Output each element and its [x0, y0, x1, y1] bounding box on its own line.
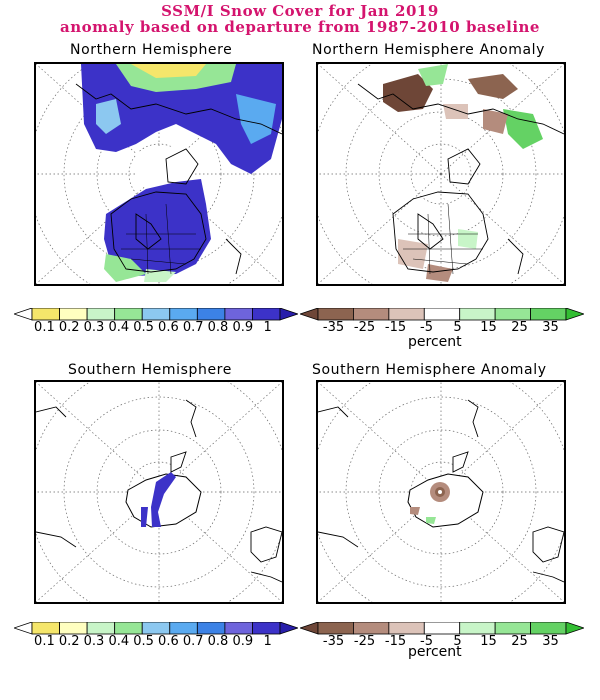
fraction-south-tick-label: 0.2	[58, 634, 80, 649]
sh-snow-map	[34, 380, 284, 604]
fraction-swatch	[59, 308, 88, 321]
anomaly-swatch	[530, 308, 567, 321]
anomaly-tick-label: -15	[384, 320, 407, 335]
anomaly-unit-label: percent	[408, 334, 462, 350]
nh-anomaly-panel-title: Northern Hemisphere Anomaly	[312, 42, 546, 58]
anomaly-south-end-high	[565, 622, 584, 635]
fraction-south-tick-label: 0.6	[158, 634, 179, 649]
sh-panel-title: Southern Hemisphere	[68, 362, 232, 378]
snow-fraction-colorbar	[14, 308, 298, 321]
fraction-south-tick-label: 0.3	[83, 634, 105, 649]
anomaly-tick-label: -5	[420, 320, 433, 335]
nh-panel-title: Northern Hemisphere	[70, 42, 233, 58]
fraction-south-swatch	[86, 622, 116, 635]
anomaly-south-tick-label: -5	[420, 634, 433, 649]
fraction-south-swatch	[224, 622, 253, 635]
anomaly-south-tick-label: 5	[453, 634, 462, 649]
fraction-south-tick-label: 0.4	[108, 634, 130, 649]
fraction-end-low	[14, 308, 33, 321]
fraction-swatch	[114, 308, 143, 321]
nh-snow-map	[34, 62, 284, 286]
fraction-south-end-high	[279, 622, 298, 635]
anomaly-tick-label: 15	[480, 320, 497, 335]
anomaly-colorbar-south	[300, 622, 584, 635]
fraction-swatch	[252, 308, 281, 321]
fraction-swatch	[196, 308, 226, 321]
fraction-swatch	[31, 308, 60, 321]
anomaly-south-tick-label: 25	[511, 634, 528, 649]
anomaly-south-swatch	[388, 622, 425, 635]
fraction-south-swatch	[169, 622, 198, 635]
fraction-south-swatch	[196, 622, 226, 635]
anomaly-south-tick-label: -35	[322, 634, 345, 649]
anomaly-tick-label: 5	[453, 320, 462, 335]
fraction-tick-label: 0.6	[158, 320, 179, 335]
snow-fraction-colorbar-south-labels: 0.1 0.2 0.3 0.4 0.5 0.6 0.7 0.8 0.9 1	[14, 634, 298, 650]
anomaly-swatch	[317, 308, 354, 321]
snow-fraction-colorbar-south	[14, 622, 298, 635]
anomaly-south-swatch	[353, 622, 390, 635]
fraction-south-tick-label: 0.7	[182, 634, 204, 649]
anomaly-south-tick-label: -15	[384, 634, 407, 649]
fraction-south-end-low	[14, 622, 33, 635]
title-line-1: SSM/I Snow Cover for Jan 2019	[161, 2, 439, 20]
title-line-2: anomaly based on departure from 1987-201…	[60, 18, 540, 36]
fraction-tick-label: 0.2	[58, 320, 80, 335]
anomaly-south-swatch	[423, 622, 461, 635]
fraction-south-swatch	[252, 622, 281, 635]
anomaly-swatch	[423, 308, 461, 321]
fraction-south-swatch	[114, 622, 143, 635]
anomaly-south-swatch	[459, 622, 496, 635]
anomaly-colorbar	[300, 308, 584, 321]
anomaly-tick-label: 25	[511, 320, 528, 335]
fraction-tick-label: 0.7	[182, 320, 204, 335]
fraction-swatch	[224, 308, 253, 321]
anomaly-south-tick-label: 15	[480, 634, 497, 649]
fraction-south-tick-label: 0.8	[207, 634, 229, 649]
anomaly-tick-label: 35	[542, 320, 559, 335]
fraction-south-tick-label: 0.1	[34, 634, 55, 649]
anomaly-colorbar-labels: -35 -25 -15 -5 5 15 25 35	[300, 320, 584, 336]
anomaly-swatch	[494, 308, 531, 321]
snow-fraction-colorbar-labels: 0.1 0.2 0.3 0.4 0.5 0.6 0.7 0.8 0.9 1	[14, 320, 298, 336]
anomaly-swatch	[388, 308, 425, 321]
anomaly-south-end-low	[300, 622, 319, 635]
nh-anomaly-map	[316, 62, 566, 286]
anomaly-south-swatch	[317, 622, 354, 635]
fraction-south-tick-label: 1	[263, 634, 272, 649]
anomaly-unit-label-south: percent	[408, 644, 462, 660]
fraction-south-swatch	[141, 622, 171, 635]
fraction-tick-label: 0.4	[108, 320, 130, 335]
anomaly-south-swatch	[494, 622, 531, 635]
anomaly-end-low	[300, 308, 319, 321]
anomaly-south-tick-label: -25	[353, 634, 376, 649]
fraction-swatch	[141, 308, 171, 321]
fraction-tick-label: 1	[263, 320, 272, 335]
anomaly-end-high	[565, 308, 584, 321]
fraction-south-swatch	[59, 622, 88, 635]
anomaly-tick-label: -35	[322, 320, 345, 335]
fraction-south-tick-label: 0.9	[232, 634, 254, 649]
fraction-swatch	[169, 308, 198, 321]
sh-anomaly-panel-title: Southern Hemisphere Anomaly	[312, 362, 547, 378]
fraction-tick-label: 0.9	[232, 320, 254, 335]
fraction-tick-label: 0.8	[207, 320, 229, 335]
sh-anomaly-map	[316, 380, 566, 604]
anomaly-south-tick-label: 35	[542, 634, 559, 649]
fraction-end-high	[279, 308, 298, 321]
anomaly-south-swatch	[530, 622, 567, 635]
fraction-south-tick-label: 0.5	[133, 634, 154, 649]
anomaly-colorbar-south-labels: -35 -25 -15 -5 5 15 25 35	[300, 634, 584, 650]
fraction-tick-label: 0.1	[34, 320, 55, 335]
fraction-tick-label: 0.5	[133, 320, 154, 335]
anomaly-swatch	[459, 308, 496, 321]
fraction-south-swatch	[31, 622, 60, 635]
fraction-tick-label: 0.3	[83, 320, 105, 335]
anomaly-swatch	[353, 308, 390, 321]
fraction-swatch	[86, 308, 116, 321]
anomaly-tick-label: -25	[353, 320, 376, 335]
